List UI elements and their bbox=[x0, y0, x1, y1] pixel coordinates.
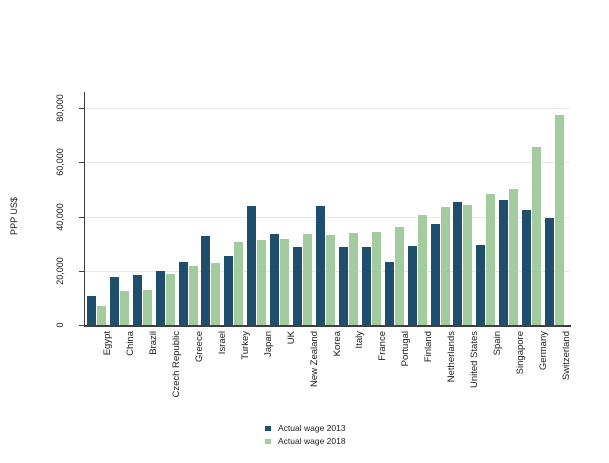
bar-united-states-2018 bbox=[463, 204, 473, 325]
y-tick-label: 40,000 bbox=[55, 202, 65, 231]
x-label-egypt: Egypt bbox=[102, 331, 114, 356]
y-tick-label: 80,000 bbox=[55, 94, 65, 123]
y-tick-40000 bbox=[79, 216, 84, 218]
legend-swatch-icon bbox=[265, 438, 271, 444]
legend-swatch-icon bbox=[265, 425, 271, 431]
x-label-israel: Israel bbox=[216, 331, 228, 355]
bar-korea-2013 bbox=[316, 205, 325, 325]
bar-egypt-2013 bbox=[86, 296, 96, 325]
bar-brazil-2018 bbox=[142, 289, 152, 325]
y-tick-label: 60,000 bbox=[55, 148, 65, 177]
bar-china-2018 bbox=[119, 290, 129, 325]
y-axis-title: PPP US$ bbox=[9, 197, 19, 235]
x-label-spain: Spain bbox=[491, 331, 503, 356]
bar-singapore-2013 bbox=[499, 200, 509, 325]
x-label-singapore: Singapore bbox=[514, 331, 526, 375]
bar-japan-2018 bbox=[257, 239, 267, 325]
bar-turkey-2018 bbox=[234, 242, 244, 325]
y-tick-60000 bbox=[79, 162, 84, 164]
y-tick-label: 0 bbox=[55, 322, 65, 328]
x-label-finland: Finland bbox=[423, 331, 435, 363]
bar-czech-republic-2018 bbox=[165, 273, 175, 325]
bar-france-2018 bbox=[371, 231, 381, 325]
gridline-60000 bbox=[85, 162, 570, 164]
bar-netherlands-2018 bbox=[440, 207, 450, 325]
chart-legend: Actual wage 2013 Actual wage 2018 bbox=[265, 423, 346, 446]
legend-label: Actual wage 2018 bbox=[278, 436, 346, 446]
x-label-brazil: Brazil bbox=[148, 331, 160, 355]
bar-israel-2018 bbox=[211, 263, 221, 325]
bar-switzerland-2013 bbox=[545, 217, 555, 325]
x-label-china: China bbox=[125, 331, 137, 356]
x-label-czech-republic: Czech Republic bbox=[171, 331, 183, 398]
bar-greece-2013 bbox=[178, 261, 188, 325]
bar-united-states-2013 bbox=[453, 202, 463, 325]
bar-finland-2018 bbox=[417, 214, 427, 325]
x-label-portugal: Portugal bbox=[400, 331, 412, 367]
y-tick-20000 bbox=[79, 270, 84, 272]
bar-germany-2018 bbox=[532, 147, 542, 325]
bar-finland-2013 bbox=[407, 246, 417, 325]
x-label-japan: Japan bbox=[262, 331, 274, 357]
gridline-40000 bbox=[85, 216, 570, 218]
x-label-netherlands: Netherlands bbox=[446, 331, 458, 383]
legend-item-2018: Actual wage 2018 bbox=[265, 436, 346, 446]
bar-portugal-2018 bbox=[394, 226, 404, 325]
bar-portugal-2013 bbox=[384, 261, 394, 325]
x-label-new-zealand: New Zealand bbox=[308, 331, 320, 387]
bar-brazil-2013 bbox=[132, 274, 142, 325]
y-tick-0 bbox=[79, 325, 84, 326]
bar-singapore-2018 bbox=[509, 188, 519, 325]
x-label-greece: Greece bbox=[194, 331, 206, 363]
bar-france-2013 bbox=[361, 246, 371, 325]
bar-israel-2013 bbox=[201, 236, 211, 325]
y-tick-label: 20,000 bbox=[55, 257, 65, 285]
bar-new-zealand-2013 bbox=[293, 246, 303, 325]
x-label-uk: UK bbox=[285, 331, 297, 345]
x-axis-line bbox=[84, 325, 571, 327]
bar-netherlands-2013 bbox=[430, 224, 440, 325]
bar-switzerland-2018 bbox=[555, 114, 565, 325]
bar-turkey-2013 bbox=[224, 255, 234, 325]
x-label-italy: Italy bbox=[354, 331, 366, 349]
bar-japan-2013 bbox=[247, 206, 257, 325]
bar-egypt-2018 bbox=[96, 306, 106, 325]
bar-new-zealand-2018 bbox=[303, 234, 313, 325]
bar-czech-republic-2013 bbox=[155, 270, 165, 325]
bar-greece-2018 bbox=[188, 265, 198, 325]
legend-item-2013: Actual wage 2013 bbox=[265, 423, 346, 433]
x-label-france: France bbox=[377, 331, 389, 361]
bar-uk-2018 bbox=[280, 239, 290, 325]
y-tick-80000 bbox=[79, 108, 84, 110]
x-label-turkey: Turkey bbox=[239, 331, 251, 360]
bar-spain-2013 bbox=[476, 245, 486, 325]
bar-china-2013 bbox=[109, 277, 119, 325]
legend-label: Actual wage 2013 bbox=[278, 423, 346, 433]
bar-italy-2018 bbox=[348, 232, 358, 325]
bar-italy-2013 bbox=[338, 246, 348, 325]
bar-spain-2018 bbox=[486, 193, 496, 325]
bar-uk-2013 bbox=[270, 234, 280, 325]
x-label-united-states: United States bbox=[468, 331, 480, 389]
x-label-korea: Korea bbox=[331, 331, 343, 357]
y-axis-line bbox=[84, 92, 85, 326]
x-label-germany: Germany bbox=[537, 331, 549, 371]
x-label-switzerland: Switzerland bbox=[560, 331, 572, 381]
gridline-80000 bbox=[85, 108, 570, 110]
bar-germany-2013 bbox=[522, 210, 532, 325]
bar-korea-2018 bbox=[326, 235, 335, 325]
